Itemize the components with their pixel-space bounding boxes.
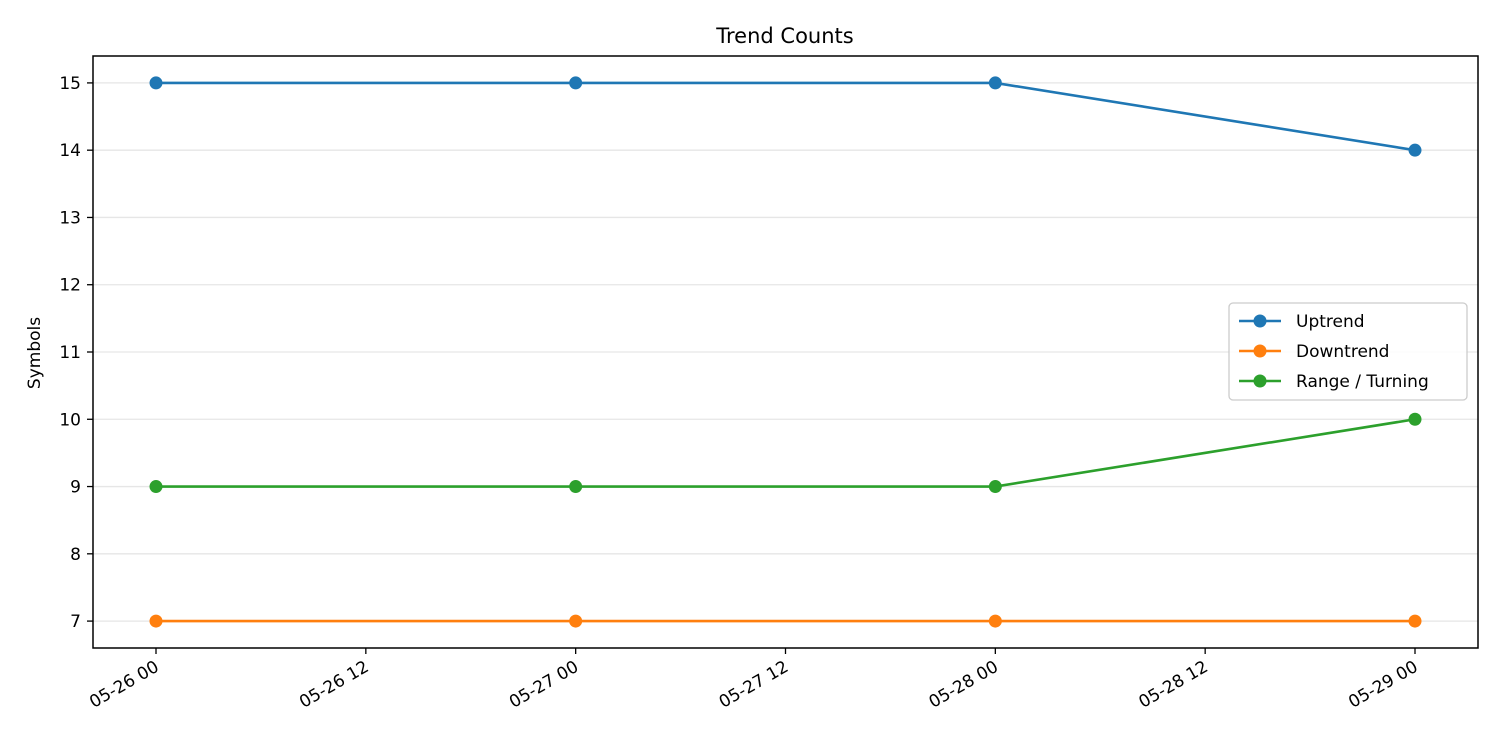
x-tick-label: 05-27 00 — [506, 657, 582, 713]
data-point — [1408, 412, 1422, 426]
legend-label: Range / Turning — [1296, 372, 1429, 392]
y-tick-label: 7 — [70, 612, 81, 632]
legend-label: Downtrend — [1296, 342, 1389, 362]
data-point — [149, 480, 163, 494]
x-tick-label: 05-28 12 — [1135, 657, 1211, 713]
chart-title: Trend Counts — [715, 24, 853, 48]
legend-box — [1228, 302, 1468, 401]
data-point — [1408, 614, 1422, 628]
legend: Uptrend Downtrend Range / Turning — [1228, 302, 1468, 401]
x-tick-label: 05-26 00 — [86, 657, 162, 713]
series-line — [156, 417, 1416, 488]
data-point — [569, 614, 583, 628]
legend-label: Uptrend — [1296, 312, 1365, 332]
data-point — [149, 614, 163, 628]
series-downtrend — [149, 614, 1422, 628]
series-uptrend — [149, 76, 1422, 157]
y-tick-label: 8 — [70, 545, 81, 565]
data-point — [1408, 143, 1422, 157]
y-tick-label: 14 — [59, 141, 81, 161]
y-tick-label: 13 — [59, 208, 81, 228]
data-point — [569, 480, 583, 494]
legend-swatch-marker — [1253, 374, 1267, 388]
series-layer — [149, 76, 1422, 628]
series-range-turning — [149, 412, 1422, 494]
y-tick-label: 15 — [59, 74, 81, 94]
y-tick-label: 9 — [70, 478, 81, 498]
y-tick-label: 12 — [59, 276, 81, 296]
x-tick-label: 05-26 12 — [296, 657, 372, 713]
legend-swatch-marker — [1253, 314, 1267, 328]
x-tick-label: 05-28 00 — [926, 657, 1002, 713]
data-point — [988, 76, 1002, 90]
data-point — [149, 76, 163, 90]
y-tick-label: 11 — [59, 343, 81, 363]
y-axis: 7 8 9 10 11 12 13 14 15 — [59, 74, 93, 632]
x-tick-label: 05-27 12 — [716, 657, 792, 713]
data-point — [988, 480, 1002, 494]
y-tick-label: 10 — [59, 410, 81, 430]
data-point — [569, 76, 583, 90]
series-line — [156, 81, 1416, 152]
x-tick-label: 05-29 00 — [1345, 657, 1421, 713]
data-point — [988, 614, 1002, 628]
legend-swatch-marker — [1253, 344, 1267, 358]
y-axis-label: Symbols — [25, 317, 45, 389]
x-axis: 05-26 00 05-26 12 05-27 00 05-27 12 05-28 00… — [86, 648, 1422, 713]
